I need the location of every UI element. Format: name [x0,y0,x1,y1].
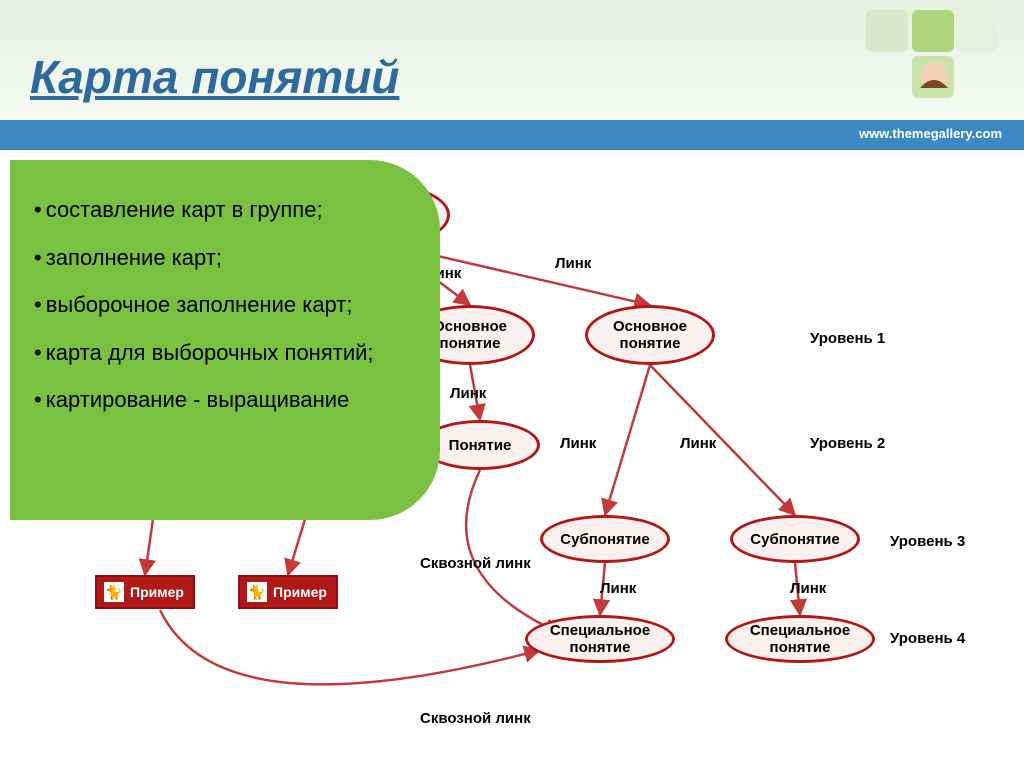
info-card-list: составление карт в группе; заполнение кар… [34,196,412,414]
concept-node: Субпонятие [730,515,860,563]
link-label: Линк [790,580,826,597]
example-label: Пример [130,584,184,600]
level-label: Уровень 1 [810,330,885,347]
info-card-item: картирование - выращивание [34,386,412,414]
concept-node: Основноепонятие [585,305,715,365]
cat-icon: 🐈 [246,581,268,603]
link-label: Сквозной линк [420,555,531,572]
link-label: Линк [600,580,636,597]
example-label: Пример [273,584,327,600]
link-label: Линк [555,255,591,272]
url-text: www.themegallery.com [859,126,1002,141]
info-card: составление карт в группе; заполнение кар… [10,160,440,520]
link-label: Сквозной линк [420,710,531,727]
info-card-item: составление карт в группе; [34,196,412,224]
info-card-item: заполнение карт; [34,244,412,272]
concept-node: Специальноепонятие [525,615,675,663]
level-label: Уровень 2 [810,435,885,452]
page-title: Карта понятий [30,50,399,104]
info-card-item: выборочное заполнение карт; [34,291,412,319]
decoration-puzzle [856,2,1006,112]
link-label: Линк [560,435,596,452]
header-bar: www.themegallery.com [0,120,1024,150]
info-card-item: карта для выборочных понятий; [34,339,412,367]
example-box: 🐈 Пример [238,575,338,609]
example-box: 🐈 Пример [95,575,195,609]
level-label: Уровень 4 [890,630,965,647]
concept-node: Субпонятие [540,515,670,563]
link-label: Линк [450,385,486,402]
link-label: Линк [680,435,716,452]
cat-icon: 🐈 [103,581,125,603]
concept-node: Специальноепонятие [725,615,875,663]
level-label: Уровень 3 [890,533,965,550]
